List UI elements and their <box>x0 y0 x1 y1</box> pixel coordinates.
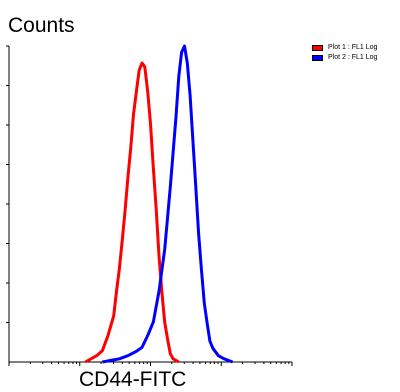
series-line-plot-2 <box>102 44 234 364</box>
series-line-plot-1 <box>84 61 180 364</box>
legend-label-plot-2: Plot 2 : FL1 Log <box>328 54 378 61</box>
legend-swatch-plot-1 <box>312 45 323 51</box>
legend-swatch-plot-2 <box>312 55 323 61</box>
series-layer <box>84 44 234 364</box>
legend-item-plot-2: Plot 2 : FL1 Log <box>312 53 377 63</box>
legend-item-plot-1: Plot 1 : FL1 Log <box>312 43 377 53</box>
x-axis-label: CD44-FITC <box>79 368 187 391</box>
plot-area <box>6 44 293 366</box>
y-axis-label: Counts <box>8 14 75 37</box>
legend-label-plot-1: Plot 1 : FL1 Log <box>328 44 378 51</box>
x-ticks <box>8 362 293 366</box>
legend: Plot 1 : FL1 Log Plot 2 : FL1 Log <box>312 43 377 63</box>
y-ticks <box>6 45 9 323</box>
